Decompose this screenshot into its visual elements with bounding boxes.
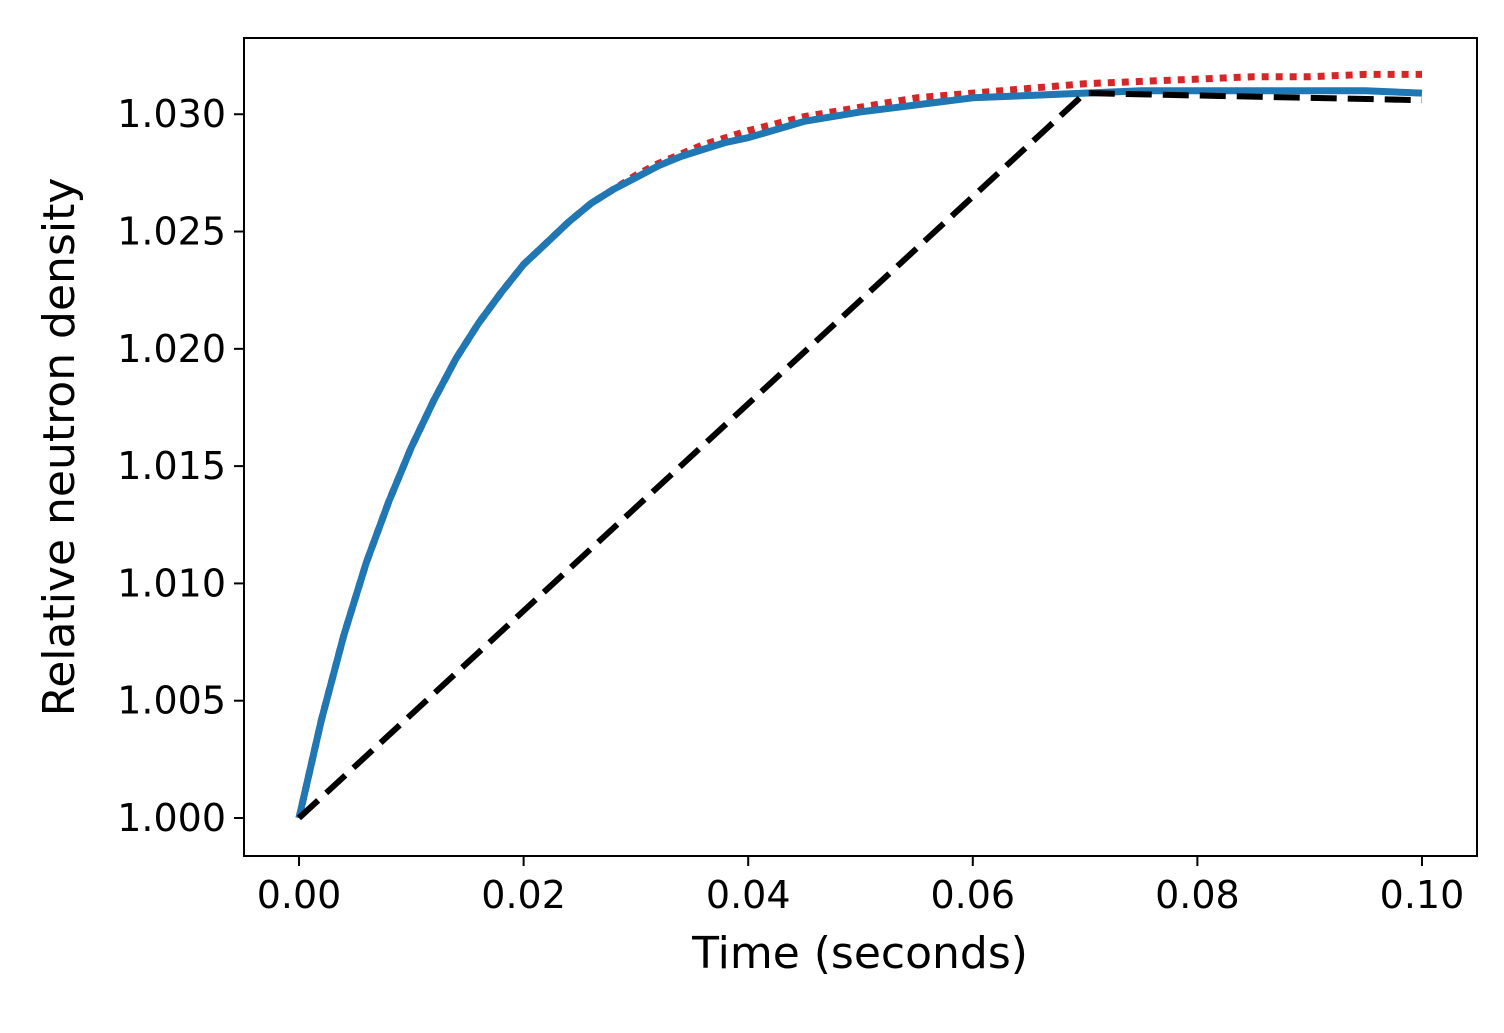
y-tick-label: 1.020 xyxy=(117,327,226,371)
y-tick-label: 1.005 xyxy=(117,679,226,723)
y-tick-label: 1.010 xyxy=(117,561,226,605)
x-tick-label: 0.06 xyxy=(930,873,1015,917)
y-tick-label: 1.015 xyxy=(117,444,226,488)
x-tick-label: 0.00 xyxy=(257,873,342,917)
series-line-solid xyxy=(295,87,1423,819)
y-tick-label: 1.030 xyxy=(117,92,226,136)
x-tick-label: 0.10 xyxy=(1380,873,1465,917)
x-axis-label: Time (seconds) xyxy=(691,928,1028,979)
x-tick-label: 0.08 xyxy=(1155,873,1240,917)
series-layer xyxy=(295,70,1423,821)
series-line-dotted xyxy=(295,70,1422,819)
y-axis: 1.000 1.005 1.010 1.015 1.020 1.025 1.030 xyxy=(117,92,244,840)
series-line-dashed xyxy=(296,90,1423,821)
y-axis-label: Relative neutron density xyxy=(34,178,85,717)
x-tick-label: 0.04 xyxy=(706,873,791,917)
y-tick-label: 1.025 xyxy=(117,210,226,254)
x-tick-label: 0.02 xyxy=(481,873,566,917)
x-axis: 0.00 0.02 0.04 0.06 0.08 0.10 xyxy=(257,856,1465,917)
y-tick-label: 1.000 xyxy=(117,796,226,840)
plot-frame xyxy=(243,37,1478,857)
